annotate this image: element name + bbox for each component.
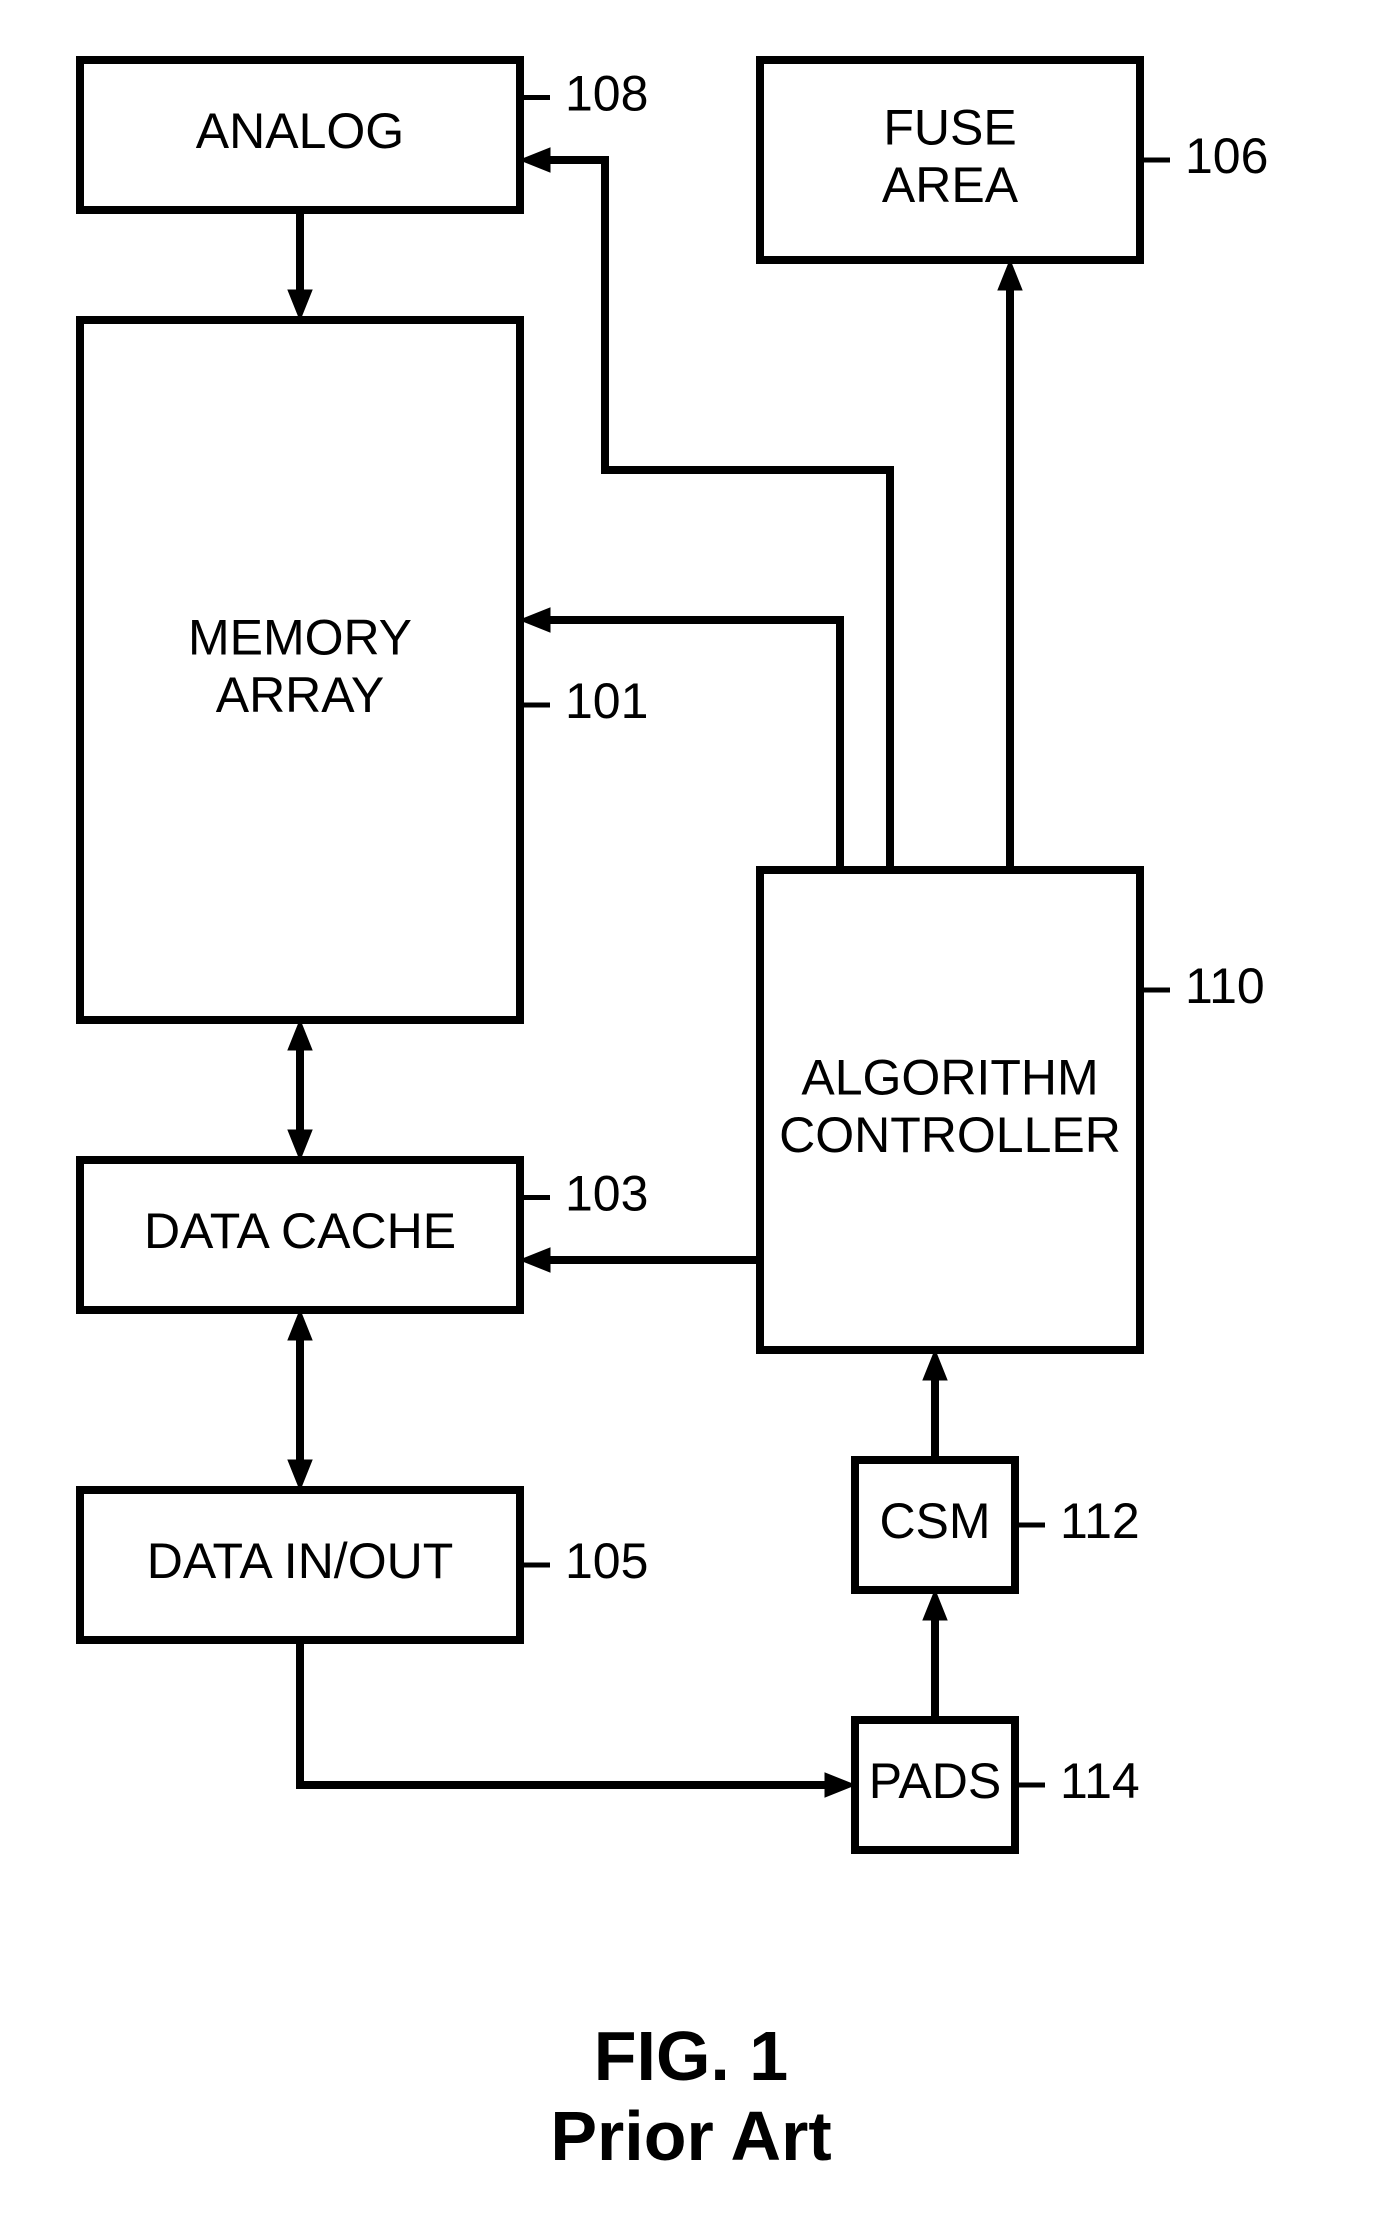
pads-label: PADS [869, 1753, 1001, 1809]
fuse-ref: 106 [1185, 128, 1268, 184]
datacache-label: DATA CACHE [144, 1203, 456, 1259]
fuse-label: FUSE [883, 99, 1016, 155]
memory-label: MEMORY [188, 609, 412, 665]
controller-label: ALGORITHM [801, 1049, 1098, 1105]
analog-label: ANALOG [196, 103, 404, 159]
pads-ref: 114 [1060, 1753, 1140, 1809]
figure-caption-line2: Prior Art [550, 2097, 831, 2175]
dataio-ref: 105 [565, 1533, 648, 1589]
ctrl-to-memory [538, 620, 840, 870]
dataio-to-pads [300, 1640, 837, 1785]
figure-caption-line1: FIG. 1 [594, 2017, 788, 2095]
analog-ref: 108 [565, 66, 648, 122]
block-diagram: ANALOG 108 FUSEAREA 106 MEMORYARRAY 101 ALGORI… [0, 0, 1383, 2221]
csm-ref: 112 [1060, 1493, 1140, 1549]
datacache-ref: 103 [565, 1166, 648, 1222]
dataio-label: DATA IN/OUT [147, 1533, 454, 1589]
csm-label: CSM [879, 1493, 990, 1549]
controller-ref: 110 [1185, 958, 1265, 1014]
controller-label: CONTROLLER [779, 1107, 1121, 1163]
fuse-label: AREA [882, 157, 1019, 213]
memory-ref: 101 [565, 673, 648, 729]
memory-label: ARRAY [216, 667, 385, 723]
